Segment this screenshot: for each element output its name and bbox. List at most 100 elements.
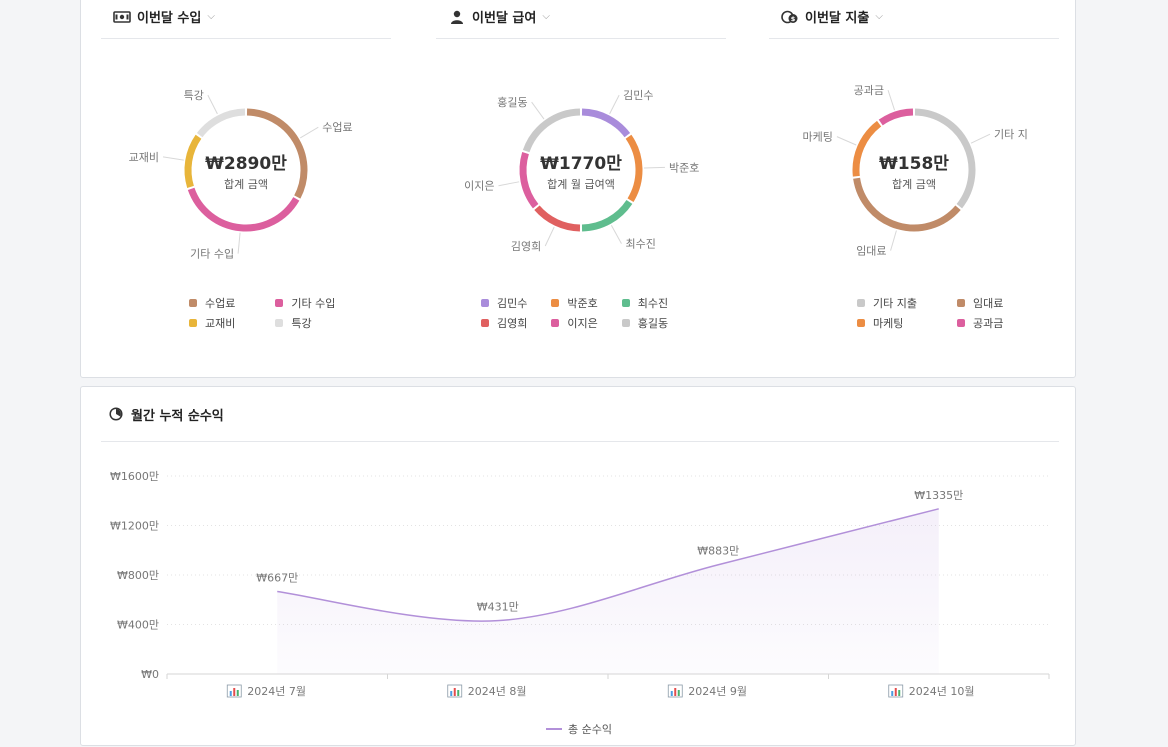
svg-text:2024년 7월: 2024년 7월 (247, 685, 306, 698)
data-point[interactable] (937, 507, 941, 511)
coins-icon: $ (781, 8, 799, 26)
salary-card-header[interactable]: 이번달 급여 ⌵ (436, 0, 726, 39)
slice-leader-line (544, 226, 555, 247)
y-tick-label: ₩400만 (117, 619, 159, 632)
slice-label: 박준호 (669, 161, 699, 174)
svg-text:2024년 9월: 2024년 9월 (688, 685, 747, 698)
legend-item[interactable]: 홍길동 (621, 315, 669, 331)
legend-swatch (275, 299, 284, 307)
slice-leader-line (887, 89, 896, 111)
legend-label: 임대료 (972, 297, 1004, 310)
series-area-fill (277, 508, 939, 674)
monthly-summary-panel: 이번달 수입 ⌵ 수업료 기타 수입 교재비 특강 ₩2890만 합계 금액 수업료 기타 … (80, 0, 1076, 378)
legend-item[interactable]: 수업료 (189, 295, 235, 311)
donut-slice[interactable] (187, 187, 300, 232)
money-icon (113, 8, 131, 26)
slice-label: 임대료 (856, 245, 886, 258)
x-tick-label: 2024년 9월 (667, 684, 747, 698)
donut-slice[interactable] (853, 177, 961, 232)
legend-label: 박준호 (567, 297, 598, 310)
donut-slice[interactable] (184, 134, 202, 188)
monthly-profit-panel: 월간 누적 순수익 ₩0 ₩400만 ₩800만 ₩1200만 ₩1600만 ₩667만 ₩… (80, 386, 1076, 746)
slice-label: 기타 수입 (190, 248, 234, 261)
donut-slice[interactable] (852, 120, 882, 177)
donut-slice[interactable] (878, 108, 914, 126)
legend-swatch (621, 299, 630, 307)
clock-chart-icon (109, 407, 123, 421)
slice-label: 공과금 (854, 84, 884, 97)
trend-header: 월간 누적 순수익 (101, 387, 1059, 442)
legend-label: 홍길동 (637, 317, 669, 330)
chevron-down-icon[interactable]: ⌵ (542, 11, 550, 22)
y-tick-label: ₩1200만 (110, 520, 159, 533)
legend-swatch (857, 299, 865, 307)
y-tick-label: ₩1600만 (110, 470, 159, 483)
legend-label: 최수진 (637, 297, 669, 310)
svg-text:$: $ (791, 15, 796, 23)
slice-leader-line (610, 224, 622, 244)
legend-item[interactable]: 특강 (275, 315, 335, 331)
donut-total-value: ₩158만 (879, 154, 949, 174)
slice-leader-line (531, 101, 545, 120)
legend-item[interactable]: 기타 수입 (275, 295, 335, 311)
slice-label: 수업료 (322, 121, 352, 134)
donut-slice[interactable] (625, 134, 643, 203)
slice-label: 최수진 (625, 238, 655, 251)
legend-item[interactable]: 임대료 (956, 295, 1004, 311)
donut-slice[interactable] (534, 205, 581, 232)
legend-item[interactable]: 김민수 (481, 295, 527, 311)
legend-item[interactable]: 기타 지출 (857, 295, 917, 311)
legend-item[interactable]: 김영희 (481, 315, 527, 331)
data-point[interactable] (275, 589, 279, 593)
data-point[interactable] (496, 619, 500, 623)
profit-area-chart: ₩0 ₩400만 ₩800만 ₩1200만 ₩1600만 ₩667만 ₩431만 ₩883만 ₩… (110, 470, 1050, 698)
donut-slice[interactable] (522, 108, 581, 153)
legend-swatch (189, 299, 197, 307)
slice-leader-line (643, 166, 665, 169)
legend-item[interactable]: 공과금 (956, 315, 1003, 331)
legend-swatch (551, 299, 560, 307)
slice-label: 김영희 (511, 240, 541, 253)
x-tick-label: 2024년 10월 (888, 684, 975, 698)
expense-card-header[interactable]: $ 이번달 지출 ⌵ (769, 0, 1059, 39)
slice-leader-line (498, 181, 520, 187)
data-label: ₩883만 (697, 545, 739, 558)
income-card-title: 이번달 수입 (137, 11, 202, 26)
donut-slice[interactable] (196, 108, 246, 138)
slice-leader-line (299, 126, 319, 139)
donut-slice[interactable] (581, 199, 633, 232)
donut-slice[interactable] (581, 108, 631, 138)
slice-label: 김민수 (623, 89, 653, 102)
legend-item[interactable]: 박준호 (551, 295, 598, 311)
svg-text:2024년 10월: 2024년 10월 (909, 685, 975, 698)
legend-item[interactable]: 이지은 (551, 315, 598, 331)
legend-item[interactable]: 교재비 (189, 315, 235, 331)
income-card: 이번달 수입 ⌵ 수업료 기타 수입 교재비 특강 ₩2890만 합계 금액 수업료 기타 … (101, 0, 391, 375)
series-line (277, 508, 939, 622)
expense-card-title: 이번달 지출 (805, 11, 870, 26)
trend-legend[interactable]: 총 순수익 (81, 721, 1077, 737)
chevron-down-icon[interactable]: ⌵ (207, 11, 215, 22)
legend-swatch (275, 319, 284, 327)
slice-label: 이지은 (464, 180, 494, 193)
donut-slice[interactable] (246, 108, 308, 199)
data-label: ₩431만 (477, 601, 519, 614)
legend-item[interactable]: 최수진 (621, 295, 669, 311)
x-tick-label: 2024년 8월 (447, 684, 526, 698)
slice-label: 특강 (184, 89, 204, 102)
donut-slice[interactable] (519, 152, 539, 209)
x-tick-label: 2024년 7월 (226, 684, 306, 698)
legend-swatch (956, 319, 965, 327)
chevron-down-icon[interactable]: ⌵ (875, 11, 883, 22)
slice-leader-line (970, 133, 991, 144)
data-point[interactable] (716, 563, 720, 567)
slice-leader-line (207, 94, 218, 115)
data-label: ₩667만 (256, 571, 298, 584)
donut-slice[interactable] (914, 108, 976, 209)
income-card-header[interactable]: 이번달 수입 ⌵ (101, 0, 391, 39)
legend-swatch (857, 319, 865, 327)
legend-label: 김민수 (497, 297, 528, 310)
legend-item[interactable]: 마케팅 (857, 315, 917, 331)
donut-total-value: ₩1770만 (540, 154, 622, 174)
